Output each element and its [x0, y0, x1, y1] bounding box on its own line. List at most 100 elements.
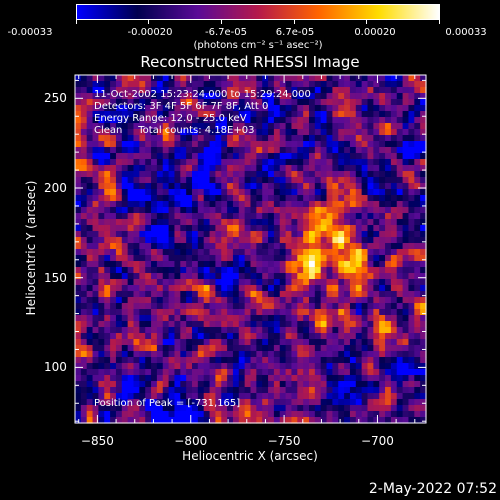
heatmap-cell	[297, 303, 304, 310]
heatmap-cell	[238, 279, 246, 286]
heatmap-cell	[256, 405, 263, 412]
heatmap-cell	[309, 327, 316, 334]
heatmap-cell	[338, 297, 345, 304]
heatmap-cell	[110, 177, 117, 184]
heatmap-cell	[367, 249, 374, 256]
heatmap-cell	[414, 111, 421, 118]
heatmap-cell	[408, 81, 415, 88]
heatmap-cell	[92, 291, 99, 298]
heatmap-cell	[291, 327, 298, 334]
heatmap-cell	[361, 225, 369, 232]
heatmap-cell	[273, 333, 281, 340]
heatmap-cell	[92, 399, 99, 406]
heatmap-cell	[349, 75, 357, 82]
heatmap-cell	[273, 201, 281, 208]
heatmap-cell	[145, 309, 152, 316]
heatmap-cell	[303, 153, 310, 160]
heatmap-cell	[273, 231, 281, 238]
heatmap-cell	[385, 99, 392, 106]
heatmap-cell	[186, 201, 193, 208]
heatmap-cell	[420, 219, 427, 226]
heatmap-cell	[162, 273, 170, 280]
heatmap-cell	[309, 261, 316, 268]
heatmap-cell	[192, 99, 199, 106]
heatmap-cell	[162, 411, 170, 418]
heatmap-cell	[168, 249, 176, 256]
heatmap-cell	[145, 153, 152, 160]
heatmap-cell	[256, 381, 263, 388]
heatmap-cell	[232, 267, 240, 274]
heatmap-cell	[139, 117, 146, 124]
heatmap-cell	[86, 327, 94, 334]
heatmap-cell	[291, 249, 298, 256]
heatmap-cell	[367, 243, 374, 250]
heatmap-cell	[361, 213, 369, 220]
heatmap-cell	[209, 177, 216, 184]
heatmap-cell	[168, 195, 176, 202]
heatmap-cell	[115, 309, 123, 316]
heatmap-cell	[390, 201, 398, 208]
heatmap-cell	[291, 363, 298, 370]
heatmap-cell	[104, 375, 111, 382]
annotation-energy: Energy Range: 12.0 - 25.0 keV	[94, 113, 247, 124]
heatmap-cell	[209, 393, 216, 400]
heatmap-cell	[279, 189, 287, 196]
heatmap-cell	[291, 219, 298, 226]
heatmap-cell	[396, 351, 404, 358]
heatmap-cell	[385, 297, 392, 304]
heatmap-cell	[180, 75, 187, 82]
heatmap-cell	[273, 297, 281, 304]
heatmap-cell	[361, 393, 369, 400]
colorbar-tick-label: 0.00033	[445, 27, 487, 38]
heatmap-cell	[420, 195, 427, 202]
heatmap-cell	[332, 297, 339, 304]
heatmap-cell	[414, 129, 421, 136]
heatmap-cell	[256, 273, 263, 280]
heatmap-cell	[133, 231, 140, 238]
heatmap-cell	[303, 261, 310, 268]
heatmap-cell	[203, 129, 211, 136]
heatmap-cell	[385, 213, 392, 220]
heatmap-cell	[420, 243, 427, 250]
heatmap-cell	[209, 243, 216, 250]
heatmap-cell	[402, 231, 410, 238]
heatmap-cell	[332, 201, 339, 208]
heatmap-cell	[238, 81, 246, 88]
heatmap-cell	[127, 231, 135, 238]
heatmap-cell	[273, 147, 281, 154]
heatmap-cell	[232, 111, 240, 118]
heatmap-cell	[75, 207, 82, 214]
heatmap-cell	[168, 225, 176, 232]
heatmap-cell	[250, 93, 257, 100]
heatmap-cell	[215, 201, 222, 208]
heatmap-cell	[285, 87, 293, 94]
heatmap-cell	[209, 249, 216, 256]
heatmap-cell	[133, 147, 140, 154]
heatmap-cell	[227, 297, 234, 304]
heatmap-cell	[326, 363, 333, 370]
heatmap-cell	[344, 201, 351, 208]
heatmap-cell	[338, 153, 345, 160]
heatmap-cell	[320, 351, 328, 358]
heatmap-cell	[396, 411, 404, 418]
heatmap-cell	[221, 231, 228, 238]
heatmap-cell	[168, 207, 176, 214]
heatmap-cell	[139, 363, 146, 370]
heatmap-cell	[127, 75, 135, 82]
heatmap-cell	[279, 183, 287, 190]
heatmap-cell	[402, 417, 410, 424]
heatmap-cell	[273, 165, 281, 172]
heatmap-cell	[203, 375, 211, 382]
heatmap-cell	[238, 315, 246, 322]
heatmap-cell	[396, 105, 404, 112]
heatmap-cell	[203, 177, 211, 184]
heatmap-cell	[408, 117, 415, 124]
heatmap-cell	[151, 273, 158, 280]
heatmap-cell	[355, 87, 363, 94]
heatmap-cell	[385, 255, 392, 262]
heatmap-cell	[256, 375, 263, 382]
heatmap-cell	[332, 243, 339, 250]
heatmap-cell	[338, 183, 345, 190]
heatmap-cell	[215, 399, 222, 406]
heatmap-cell	[256, 225, 263, 232]
